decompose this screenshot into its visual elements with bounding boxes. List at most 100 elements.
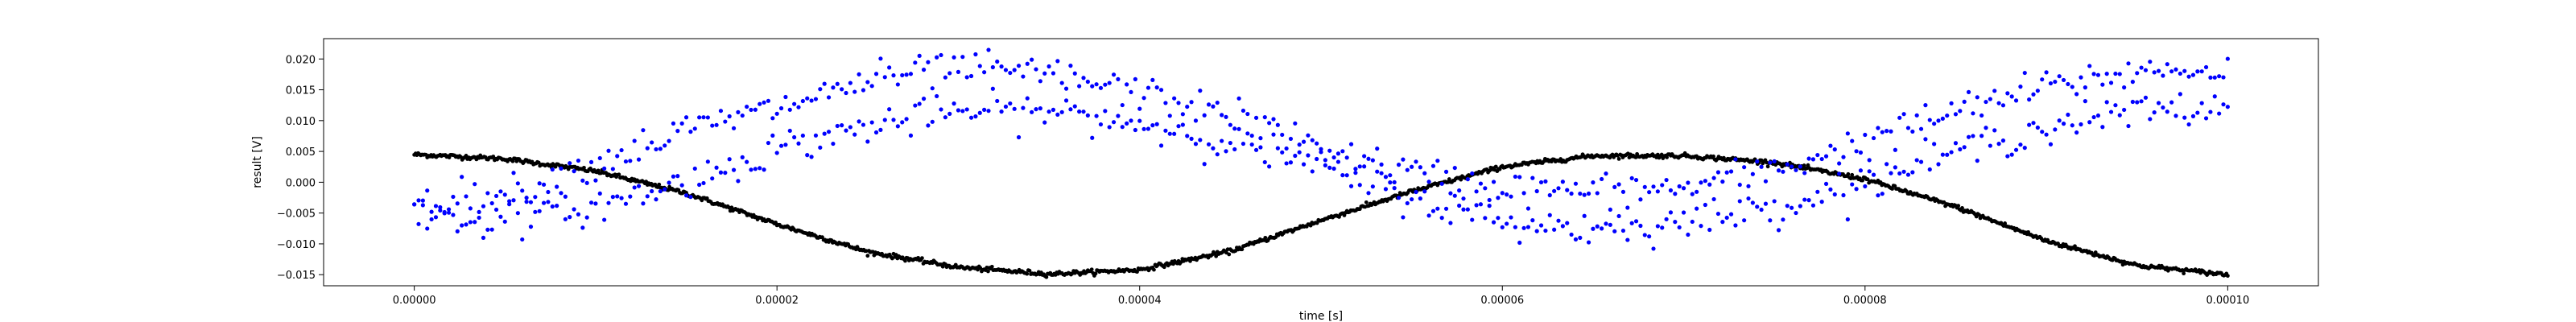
blue-data-point [1487,197,1492,203]
blue-data-point [1750,171,1755,176]
blue-data-point [1120,125,1125,130]
blue-data-point [1720,180,1725,184]
blue-data-point [1129,118,1133,123]
blue-data-point [1422,171,1427,175]
blue-data-point [2009,152,2014,157]
blue-data-point [1331,166,1336,171]
blue-data-point [1690,219,1695,225]
blue-data-point [2087,64,2092,68]
blue-data-point [1759,164,1764,169]
blue-data-point [1673,220,1678,225]
blue-data-point [1578,235,1583,240]
blue-data-point [1038,106,1042,111]
blue-data-point [869,84,874,89]
black-data-point [1315,221,1319,225]
blue-data-point [1975,95,1979,100]
blue-data-point [1275,122,1280,127]
blue-data-point [425,226,430,231]
blue-data-point [1375,147,1380,151]
blue-data-point [1616,213,1621,219]
blue-data-point [796,105,801,109]
blue-data-point [1284,161,1289,166]
blue-data-point [597,155,602,161]
blue-data-point [727,157,732,162]
blue-data-point [887,65,892,70]
blue-data-point [1410,164,1414,169]
blue-data-point [1543,228,1548,233]
blue-data-point [451,194,456,200]
blue-data-point [671,174,676,179]
blue-data-point [1703,202,1707,208]
blue-data-point [1949,150,1954,155]
blue-data-point [831,85,836,90]
y-tick-label: 0.015 [286,85,316,97]
blue-data-point [1988,97,1992,101]
blue-data-point [1992,128,1997,133]
blue-data-point [1072,104,1077,109]
blue-data-point [852,89,857,94]
blue-data-point [1625,205,1630,210]
blue-data-point [787,128,792,134]
blue-data-point [1798,164,1802,169]
blue-data-point [762,100,766,105]
blue-data-point [1651,184,1656,189]
blue-data-point [783,94,788,100]
x-tick-label: 0.00008 [1843,295,1887,307]
blue-data-point [2027,97,2032,102]
blue-data-point [2100,82,2105,87]
blue-data-point [1487,204,1492,208]
blue-data-point [2139,65,2144,70]
blue-data-point [1802,197,1807,202]
blue-data-point [701,180,706,186]
blue-data-point [429,209,434,214]
blue-data-point [455,201,460,206]
blue-data-point [1414,159,1418,164]
blue-data-point [1232,147,1237,152]
blue-data-point [1699,180,1703,185]
blue-data-point [2174,67,2178,72]
blue-data-point [1439,216,1444,221]
blue-data-point [2217,111,2222,116]
blue-data-point [1517,175,1522,180]
blue-data-point [1085,79,1090,85]
y-tick-label: 0.010 [286,116,316,128]
blue-data-point [559,166,564,171]
blue-data-point [606,200,611,205]
blue-data-point [1198,138,1203,142]
x-axis-label: time [s] [1299,310,1343,322]
black-data-point [617,172,621,177]
blue-data-point [420,198,425,203]
black-data-point [1214,254,1219,258]
blue-data-point [952,101,956,106]
blue-data-point [947,71,952,76]
blue-data-point [1880,130,1885,134]
blue-data-point [840,123,844,128]
blue-data-point [2108,109,2114,114]
blue-data-point [1163,101,1168,105]
y-tick-label: 0.000 [286,177,316,189]
blue-data-point [2152,110,2157,115]
blue-data-point [1030,57,1034,62]
blue-data-point [1889,171,1893,175]
blue-data-point [481,235,486,240]
blue-data-point [416,198,421,203]
blue-data-point [878,127,883,132]
blue-data-point [1668,188,1674,193]
blue-data-point [1232,126,1237,131]
blue-data-point [636,184,642,188]
blue-data-point [1996,142,2001,147]
blue-data-point [1310,169,1315,174]
blue-data-point [1897,115,1902,120]
blue-data-point [1595,224,1600,229]
blue-data-point [964,107,969,112]
blue-data-point [1414,189,1418,195]
blue-data-point [1202,162,1207,167]
blue-data-point [1750,200,1755,205]
blue-data-point [1021,74,1026,79]
blue-data-point [964,75,969,80]
blue-data-point [485,227,490,232]
blue-data-point [882,75,887,80]
blue-data-point [1932,142,1937,147]
blue-data-point [869,120,874,125]
blue-data-point [1880,192,1885,196]
